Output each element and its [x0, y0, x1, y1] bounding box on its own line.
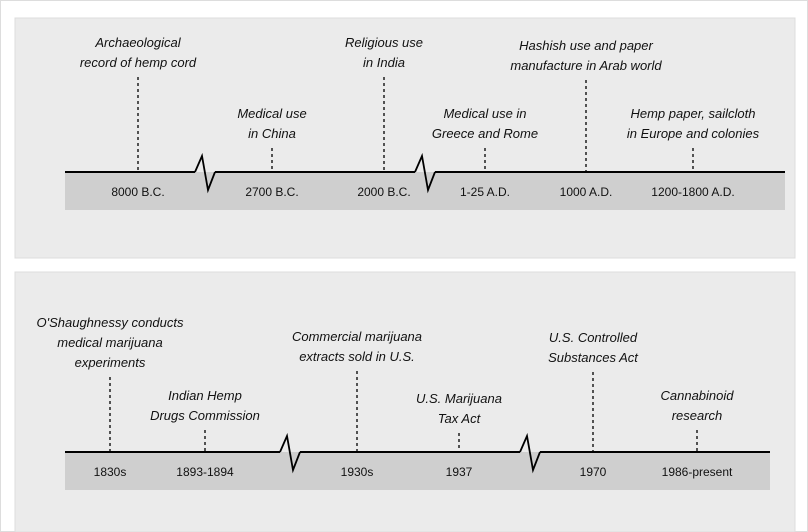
- event-label: Drugs Commission: [150, 408, 260, 423]
- panel-background: [14, 17, 796, 259]
- event-date: 8000 B.C.: [111, 185, 164, 199]
- event-label: in India: [363, 55, 405, 70]
- event-date: 1986-present: [662, 465, 733, 479]
- event-label: Medical use in: [443, 106, 526, 121]
- event-label: Religious use: [345, 35, 423, 50]
- event-label: Commercial marijuana: [292, 329, 422, 344]
- event-date: 1930s: [341, 465, 374, 479]
- event-date: 1000 A.D.: [560, 185, 613, 199]
- event-label: Tax Act: [438, 411, 482, 426]
- event-date: 1830s: [94, 465, 127, 479]
- event-label: Hashish use and paper: [519, 38, 653, 53]
- event-label: U.S. Controlled: [549, 330, 638, 345]
- event-label: experiments: [75, 355, 146, 370]
- event-label: medical marijuana: [57, 335, 163, 350]
- event-label: Substances Act: [548, 350, 639, 365]
- event-label: extracts sold in U.S.: [299, 349, 415, 364]
- event-label: Cannabinoid: [660, 388, 734, 403]
- event-date: 1937: [446, 465, 473, 479]
- event-label: Greece and Rome: [432, 126, 538, 141]
- event-label: Archaeological: [94, 35, 181, 50]
- event-label: record of hemp cord: [80, 55, 197, 70]
- timeline-break: [519, 432, 541, 474]
- event-date: 1970: [580, 465, 607, 479]
- event-date: 1200-1800 A.D.: [651, 185, 734, 199]
- event-date: 1-25 A.D.: [460, 185, 510, 199]
- event-label: in China: [248, 126, 296, 141]
- event-label: Indian Hemp: [168, 388, 242, 403]
- timeline-band: [65, 172, 785, 210]
- timeline-break: [414, 152, 436, 194]
- timeline-band: [65, 452, 770, 490]
- event-label: O'Shaughnessy conducts: [36, 315, 184, 330]
- event-label: U.S. Marijuana: [416, 391, 502, 406]
- event-label: in Europe and colonies: [627, 126, 760, 141]
- timeline-break: [279, 432, 301, 474]
- event-label: Hemp paper, sailcloth: [630, 106, 755, 121]
- event-date: 1893-1894: [176, 465, 234, 479]
- event-label: Medical use: [237, 106, 306, 121]
- event-label: manufacture in Arab world: [510, 58, 662, 73]
- event-date: 2700 B.C.: [245, 185, 298, 199]
- timeline-break: [194, 152, 216, 194]
- event-date: 2000 B.C.: [357, 185, 410, 199]
- event-label: research: [672, 408, 723, 423]
